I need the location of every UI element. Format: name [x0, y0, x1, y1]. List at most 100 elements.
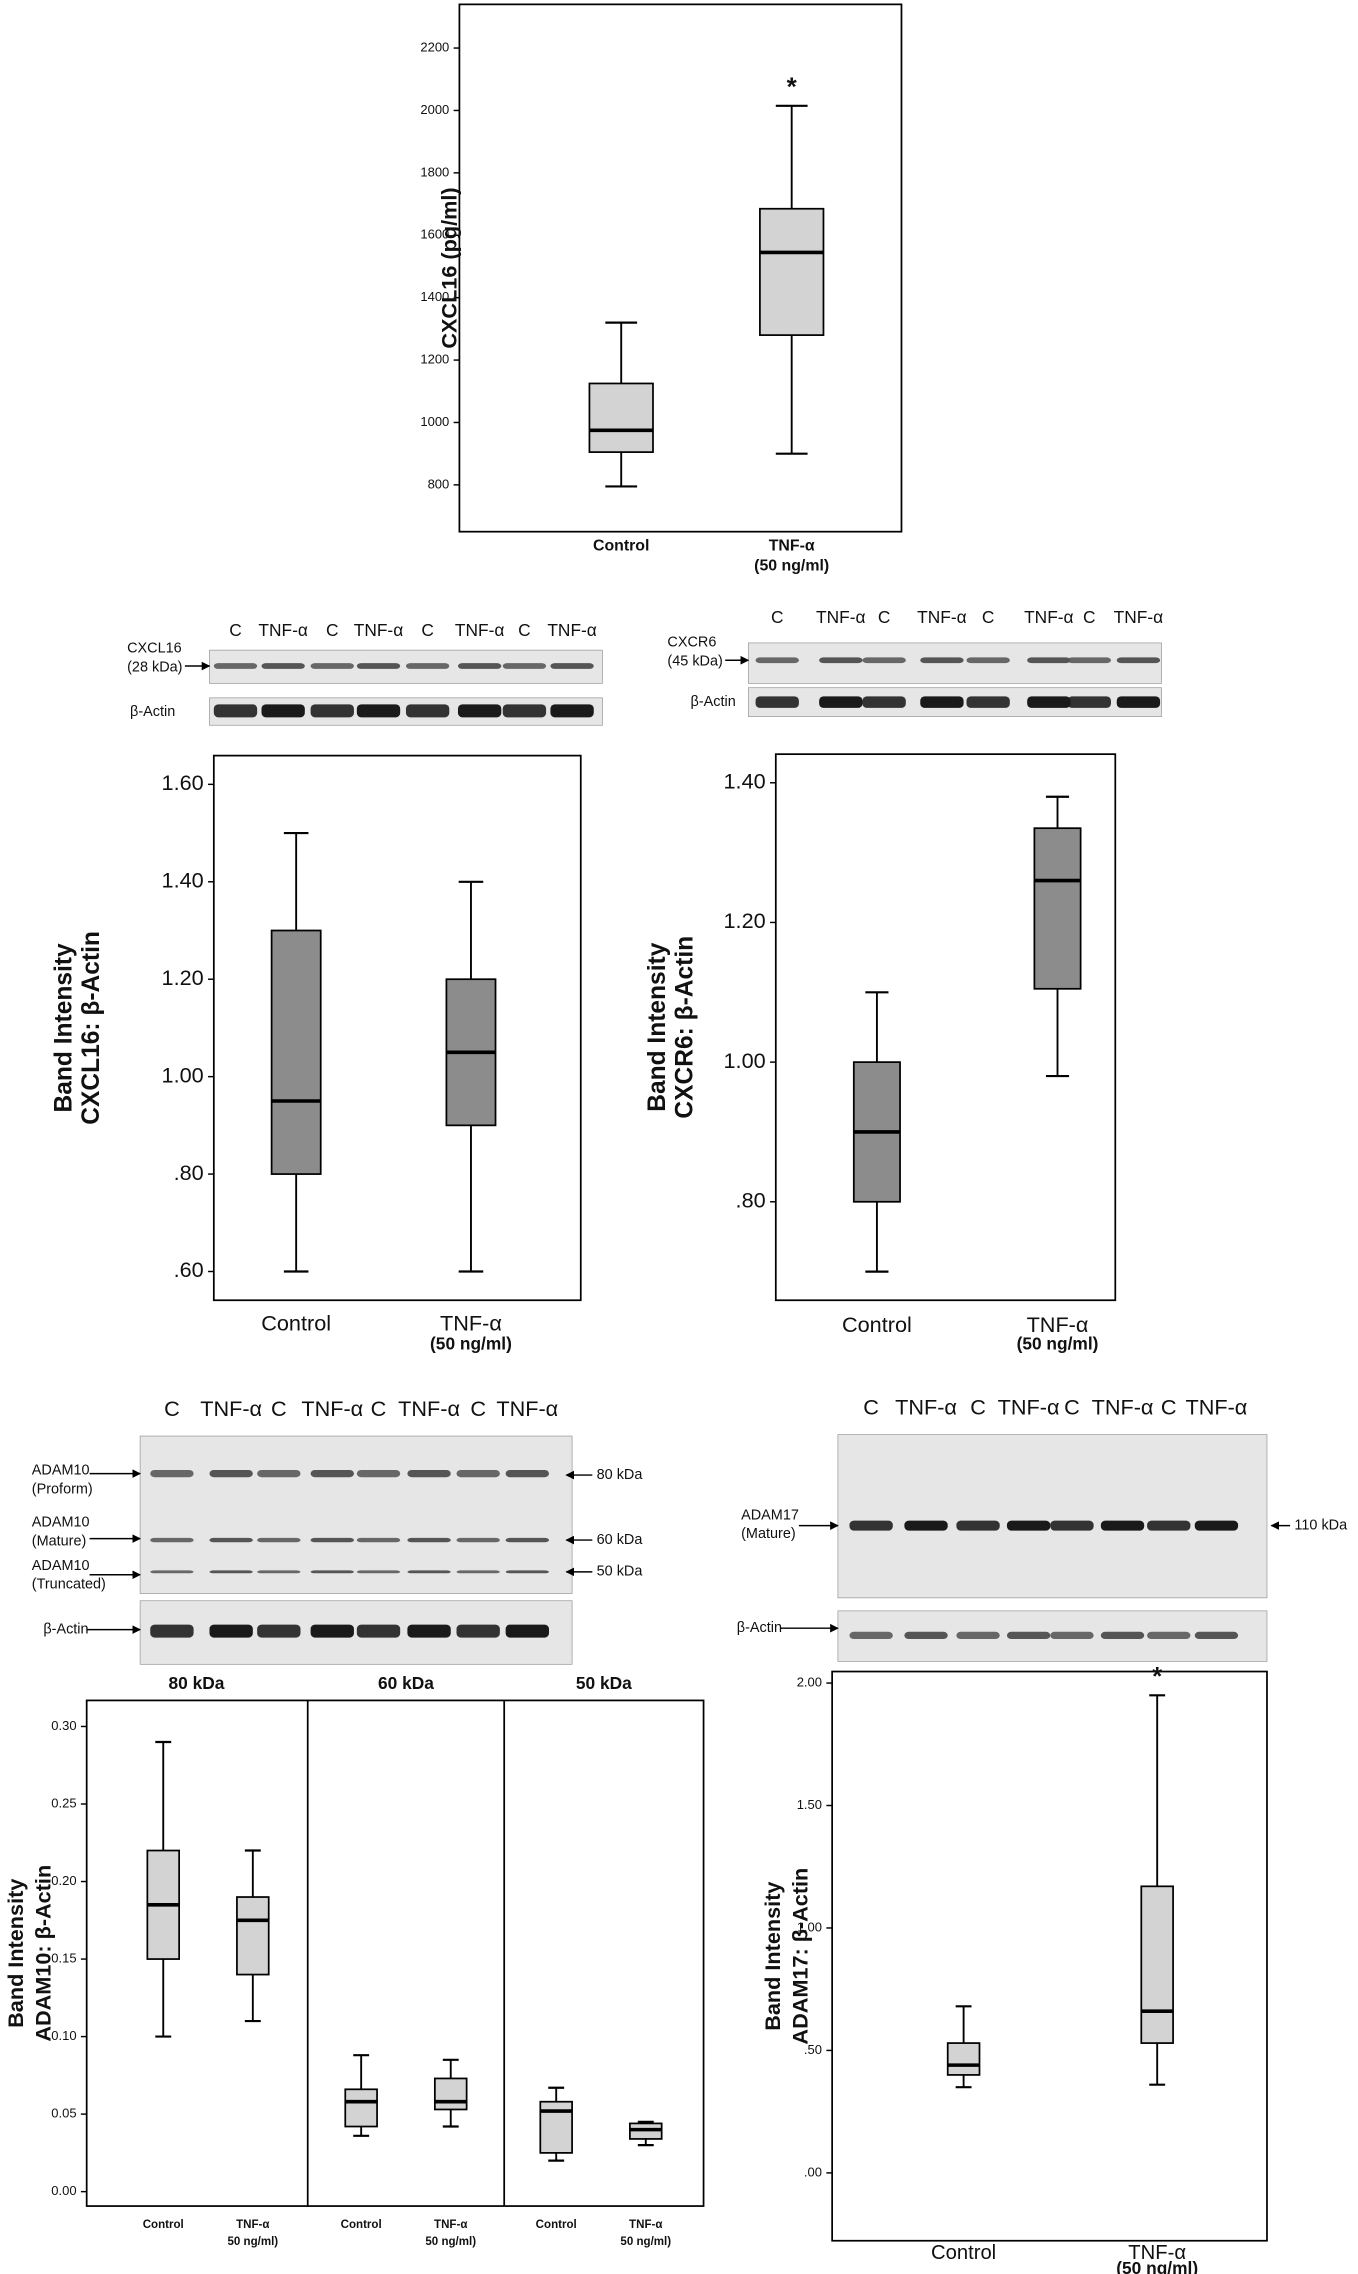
blot-band — [150, 1469, 194, 1478]
blot-label: ADAM10 — [32, 1558, 90, 1574]
x-tick-label: Control — [593, 537, 649, 554]
y-tick-label: 2.00 — [797, 1674, 822, 1689]
lane-label: C — [863, 1394, 879, 1419]
y-tick-label: .80 — [736, 1188, 766, 1213]
blot-band — [310, 1624, 354, 1638]
blot-label: β-Actin — [43, 1621, 88, 1637]
blot-strip — [837, 1434, 1268, 1599]
blot-band — [407, 1570, 451, 1574]
y-tick-label: 1.40 — [162, 867, 204, 892]
blot-band — [150, 1624, 194, 1638]
panel-title: 60 kDa — [378, 1673, 434, 1693]
blot-band — [257, 1624, 301, 1638]
blot-band — [1027, 696, 1071, 708]
blot-label: β-Actin — [130, 704, 175, 720]
blot-band — [150, 1537, 194, 1543]
blot-band — [407, 1537, 451, 1543]
lane-label: TNF-α — [816, 607, 865, 627]
blot-band — [1050, 1631, 1094, 1640]
blot-band — [1027, 657, 1071, 664]
lane-label: C — [229, 620, 242, 640]
x-tick-label: TNF-α — [1027, 1312, 1089, 1337]
plot-frame — [458, 3, 903, 533]
blot-band — [310, 704, 354, 718]
blot-label: ADAM10 — [32, 1463, 90, 1479]
blot-band — [1147, 1520, 1191, 1531]
y-tick-label: 1800 — [420, 164, 449, 179]
plot-frame — [831, 1670, 1268, 2242]
y-tick-label: 1400 — [420, 289, 449, 304]
lane-label: C — [271, 1396, 287, 1421]
y-tick-label: 1.20 — [724, 908, 766, 933]
x-tick-sublabel: (50 ng/ml) — [430, 1334, 512, 1354]
blot-label: CXCR6 — [667, 635, 716, 651]
blot-label: β-Actin — [737, 1620, 782, 1636]
lane-label: C — [326, 620, 339, 640]
y-axis-label: CXCL16: β-Actin — [78, 931, 105, 1125]
blot-band — [209, 1624, 253, 1638]
blot-band — [849, 1631, 893, 1640]
blot-band — [966, 696, 1010, 708]
blot-band — [1067, 696, 1111, 708]
y-tick-label: .80 — [174, 1160, 204, 1185]
y-tick-label: 1.60 — [162, 770, 204, 795]
x-tick-sublabel: (50 ng/ml) — [1116, 2258, 1198, 2274]
box — [1140, 1885, 1174, 2044]
blot-band — [456, 1469, 500, 1478]
blot-band — [209, 1570, 253, 1574]
blot-band — [457, 663, 502, 669]
y-tick-label: 1000 — [420, 414, 449, 429]
blot-band — [1194, 1520, 1239, 1531]
y-tick-label: 0.05 — [51, 2106, 76, 2121]
box — [433, 2077, 468, 2111]
y-tick-label: 1.00 — [724, 1048, 766, 1073]
blot-band — [407, 1469, 451, 1478]
blot-band — [505, 1469, 549, 1478]
panel-title: 50 kDa — [576, 1673, 632, 1693]
x-tick-label: TNF-α — [236, 2219, 269, 2231]
blot-band — [456, 1624, 500, 1638]
blot-band — [310, 1469, 354, 1478]
lane-label: C — [1083, 607, 1096, 627]
x-tick-sublabel: (50 ng/ml) — [1017, 1334, 1099, 1354]
y-tick-label: 1.40 — [724, 769, 766, 794]
y-axis-label: ADAM10: β-Actin — [31, 1865, 56, 2042]
lane-label: TNF-α — [398, 1396, 460, 1421]
y-tick-label: 0.25 — [51, 1795, 76, 1810]
blot-band — [456, 1570, 500, 1574]
marker-label: 60 kDa — [597, 1532, 644, 1548]
blot-band — [904, 1520, 948, 1531]
x-tick-label: TNF-α — [434, 2219, 467, 2231]
y-tick-label: 0.15 — [51, 1950, 76, 1965]
y-tick-label: 1200 — [420, 352, 449, 367]
lane-label: C — [470, 1396, 486, 1421]
lane-label: TNF-α — [917, 607, 966, 627]
blot-label: β-Actin — [691, 694, 736, 710]
box — [270, 929, 322, 1175]
x-tick-sublabel: 50 ng/ml) — [227, 2236, 278, 2248]
blot-label: ADAM10 — [32, 1515, 90, 1531]
blot-band — [1067, 657, 1111, 664]
blot-band — [819, 696, 863, 708]
lane-label: C — [371, 1396, 387, 1421]
blot-band — [356, 1570, 401, 1574]
y-axis-label: CXCR6: β-Actin — [672, 936, 699, 1119]
lane-label: C — [164, 1396, 180, 1421]
blot-band — [920, 696, 964, 708]
blot-label: (Truncated) — [32, 1577, 106, 1593]
box — [946, 2042, 981, 2076]
x-tick-label: TNF-α — [629, 2219, 662, 2231]
blot-band — [502, 704, 547, 718]
y-tick-label: 1.00 — [162, 1062, 204, 1087]
blot-band — [209, 1537, 253, 1543]
blot-band — [956, 1631, 1000, 1640]
lane-label: TNF-α — [200, 1396, 262, 1421]
plot-frame — [212, 754, 582, 1302]
blot-band — [1116, 657, 1161, 664]
x-tick-label: Control — [143, 2219, 184, 2231]
y-tick-label: .00 — [804, 2164, 822, 2179]
y-axis-label: Band Intensity — [760, 1882, 785, 2031]
box — [344, 2088, 378, 2128]
plot-frame — [85, 1699, 705, 2207]
